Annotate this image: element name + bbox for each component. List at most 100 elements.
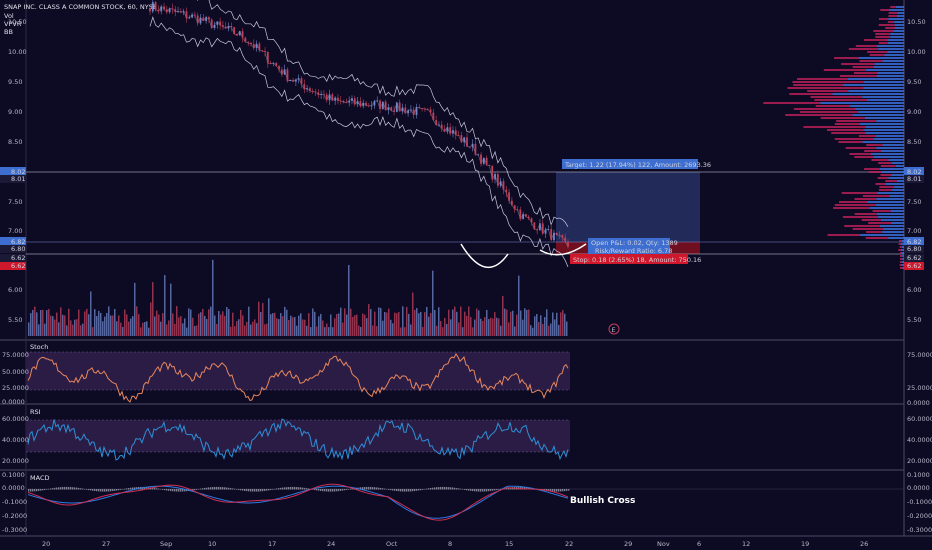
svg-text:6.62: 6.62 — [11, 262, 25, 270]
volume-bar — [534, 316, 536, 336]
volume-bar — [170, 283, 172, 336]
macd-histogram-bar — [56, 487, 58, 490]
vpvr-buy-bar — [877, 216, 904, 218]
cup-curve-right[interactable] — [539, 243, 587, 256]
vpvr-sell-bar — [898, 243, 901, 245]
volume-bar — [238, 319, 240, 336]
vpvr-sell-bar — [845, 147, 877, 149]
stoch-label[interactable]: Stoch — [30, 343, 48, 351]
volume-bar — [210, 306, 212, 336]
vpvr-sell-bar — [880, 9, 890, 11]
volume-bar — [450, 319, 452, 336]
vpvr-sell-bar — [878, 162, 892, 164]
vpvr-sell-bar — [879, 189, 892, 191]
legend-vpvr[interactable]: VPVR — [4, 20, 22, 28]
macd-histogram-bar — [226, 487, 228, 490]
volume-bar — [380, 307, 382, 336]
volume-bar — [262, 303, 264, 336]
volume-bar — [46, 310, 48, 336]
right-price-tags: 8.02 8.01 6.82 6.80 6.62 6.62 — [904, 167, 924, 270]
volume-bar — [356, 314, 358, 336]
macd-histogram-bar — [158, 488, 160, 490]
macd-histogram-bar — [432, 487, 434, 490]
macd-histogram-bar — [218, 486, 220, 490]
legend-vol[interactable]: Vol — [4, 12, 14, 20]
volume-bar — [536, 314, 538, 336]
vpvr-sell-bar — [866, 231, 883, 233]
candle-body — [208, 17, 210, 20]
candle-body — [390, 107, 393, 111]
macd-histogram-bar — [108, 489, 110, 492]
volume-bar — [230, 326, 232, 336]
candle-body — [351, 98, 353, 101]
svg-text:6.80: 6.80 — [11, 245, 25, 253]
volume-bar — [188, 308, 190, 336]
volume-bar — [58, 322, 60, 336]
candle-body — [424, 108, 426, 110]
macd-histogram-bar — [348, 489, 350, 490]
vpvr-sell-bar — [868, 222, 892, 224]
volume-bar — [390, 319, 392, 336]
macd-histogram-bar — [110, 489, 112, 492]
macd-histogram-bar — [260, 489, 262, 492]
volume-bar — [60, 307, 62, 336]
macd-label[interactable]: MACD — [30, 474, 49, 482]
volume-bar — [358, 325, 360, 336]
candle-body — [373, 101, 376, 106]
vpvr-sell-bar — [793, 84, 844, 86]
bb-upper — [197, 0, 569, 227]
target-zone[interactable] — [556, 172, 700, 242]
macd-histogram-bar — [290, 486, 292, 490]
volume-bar — [370, 309, 372, 336]
volume-bar — [154, 316, 156, 336]
macd-histogram-bar — [228, 487, 230, 490]
macd-histogram-bar — [280, 487, 282, 490]
volume-bar — [318, 316, 320, 336]
volume-bar — [512, 310, 514, 336]
rsi-label[interactable]: RSI — [30, 408, 41, 416]
vpvr-sell-bar — [898, 249, 902, 251]
target-label[interactable]: Target: 1.22 (17.94%) 122, Amount: 2693.… — [562, 159, 711, 169]
volume-bar — [478, 310, 480, 336]
macd-histogram-bar — [446, 486, 448, 490]
legend-bb[interactable]: BB — [4, 28, 13, 36]
vpvr-sell-bar — [875, 36, 891, 38]
cup-curve-left[interactable] — [460, 243, 509, 269]
volume-bar — [544, 317, 546, 336]
macd-axis: 0.1000 0.0000 -0.1000 -0.2000 -0.3000 0.… — [2, 471, 932, 534]
macd-histogram-bar — [340, 489, 342, 491]
volume-bar — [114, 309, 116, 336]
candle-body — [275, 62, 278, 67]
stoch-line — [27, 353, 569, 403]
volume-bar — [362, 313, 364, 336]
stop-label[interactable]: Stop: 0.18 (2.65%) 18, Amount: 750.16 — [570, 254, 701, 264]
macd-histogram-bar — [210, 487, 212, 490]
price-tick: 7.50 — [907, 198, 921, 206]
svg-text:6.82: 6.82 — [907, 238, 921, 246]
candle-body — [491, 165, 494, 180]
earnings-marker[interactable]: E — [608, 323, 620, 335]
volume-bar — [278, 319, 280, 336]
candle-body — [438, 124, 440, 126]
price-tick: 10.00 — [907, 48, 926, 56]
volume-bar — [506, 309, 508, 336]
open-pnl-label[interactable]: Open P&L: 0.02, Qty: 1389 Risk/Reward Ra… — [588, 238, 678, 255]
bullish-cross-annotation[interactable]: Bullish Cross — [570, 496, 635, 506]
macd-histogram-bar — [174, 489, 176, 492]
macd-histogram-bar — [134, 487, 136, 490]
candle-body — [182, 11, 185, 13]
macd-histogram-bar — [344, 489, 346, 491]
candle-body — [544, 229, 547, 234]
volume-bar — [294, 317, 296, 336]
vpvr-buy-bar — [902, 267, 904, 269]
rsi-band — [26, 420, 570, 452]
svg-text:8.02: 8.02 — [907, 168, 921, 176]
volume-bar — [424, 312, 426, 336]
vpvr-sell-bar — [803, 126, 866, 128]
vpvr-buy-bar — [890, 210, 904, 212]
svg-text:50.0000: 50.0000 — [2, 368, 29, 376]
price-axis-left: 10.50 10.00 9.50 9.00 8.50 7.50 7.00 6.0… — [8, 18, 27, 324]
candle-body — [496, 174, 499, 186]
candle-body — [561, 235, 564, 238]
